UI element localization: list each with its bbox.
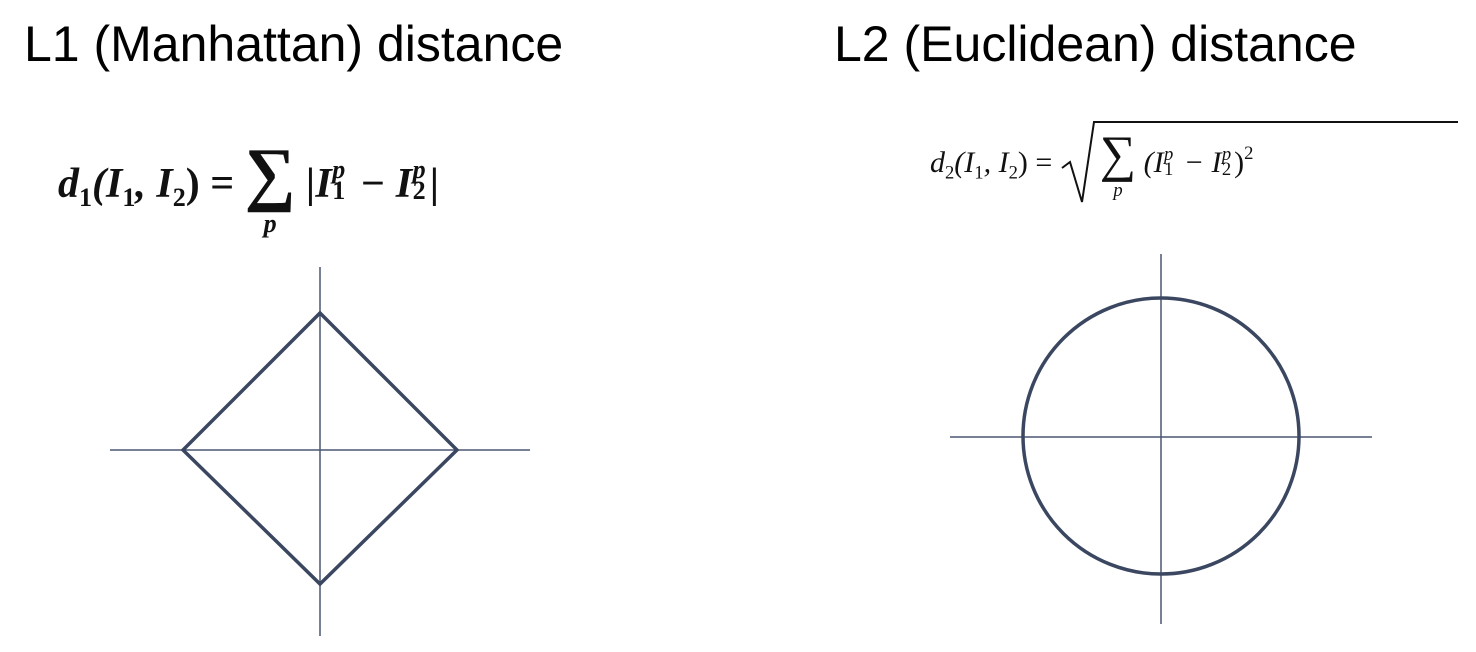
l2-formula-body-open: (I: [1143, 146, 1164, 180]
l1-term2-sup: p: [412, 155, 426, 185]
l1-formula-body-open: |I: [306, 161, 332, 208]
l2-sigma: ∑: [1099, 127, 1137, 183]
l2-title: L2 (Euclidean) distance: [834, 16, 1357, 72]
l1-formula-d-sub: 1: [79, 183, 93, 213]
l2-formula-power: 2: [1244, 143, 1254, 165]
l1-term2-sub: 2: [412, 175, 426, 205]
l1-plot: [110, 267, 530, 636]
l2-formula-arg1-sub: 1: [974, 162, 984, 184]
l2-formula-args-open: (I: [954, 146, 975, 180]
l2-term1-sup: p: [1164, 144, 1174, 166]
l1-formula-arg1-sub: 1: [122, 183, 136, 213]
l2-formula-d: d: [930, 146, 945, 180]
sqrt-radical-icon: [1061, 121, 1458, 203]
l2-term2-sup: p: [1221, 144, 1232, 166]
l2-unit-circle: [1021, 296, 1301, 576]
l2-plot: [950, 254, 1372, 624]
l2-sigma-under: p: [1113, 179, 1123, 201]
l1-term1-sub: 1: [332, 175, 346, 205]
l1-formula-arg2-sub: 2: [172, 183, 186, 213]
l1-title: L1 (Manhattan) distance: [24, 16, 564, 72]
l1-formula-body-close: |: [429, 161, 439, 208]
l1-unit-diamond: [180, 310, 460, 587]
l2-formula-comma: , I: [983, 146, 1009, 180]
l1-formula-args-open: (I: [92, 161, 123, 208]
l2-sum-symbol: ∑ p: [1100, 130, 1136, 201]
l2-term2-sub: 2: [1221, 158, 1232, 180]
l1-formula-close-eq: ) =: [185, 161, 235, 208]
l2-formula-body-close: ): [1234, 146, 1245, 180]
l1-term1-sup: p: [332, 155, 346, 185]
l1-sum-symbol: ∑ p: [245, 138, 296, 237]
l2-term1-sub: 1: [1164, 158, 1174, 180]
l1-sigma: ∑: [244, 134, 296, 213]
l2-formula-close-eq: ) =: [1017, 146, 1053, 180]
l1-formula-minus: − I: [349, 161, 413, 208]
l1-formula-comma: , I: [135, 161, 173, 208]
l1-formula-d: d: [58, 161, 79, 208]
l2-formula-arg2-sub: 2: [1008, 162, 1018, 184]
l2-formula-minus: − I: [1176, 146, 1222, 180]
l1-sigma-under: p: [263, 208, 277, 238]
l2-formula-d-sub: 2: [945, 162, 955, 184]
